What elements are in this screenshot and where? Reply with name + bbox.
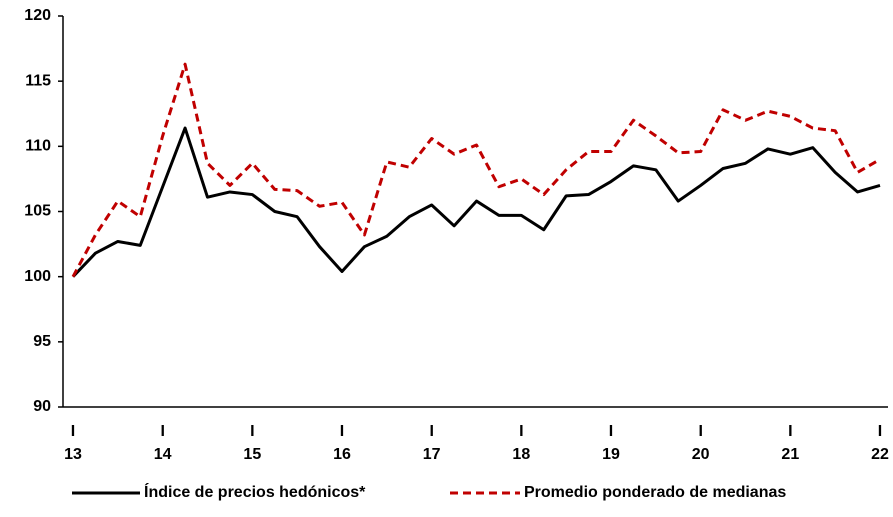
x-tick-label: I [250, 423, 254, 440]
x-tick-label: I [698, 423, 702, 440]
legend-label: Índice de precios hedónicos* [144, 482, 366, 501]
x-tick-label: I [788, 423, 792, 440]
series-line [71, 126, 881, 278]
y-tick-label: 100 [24, 268, 51, 285]
x-tick-label: 17 [423, 446, 441, 463]
x-tick-label: 22 [871, 446, 889, 463]
x-tick-label: I [71, 423, 75, 440]
series-line [71, 62, 881, 278]
y-tick-label: 95 [33, 333, 51, 350]
x-tick-label: 14 [154, 446, 172, 463]
legend-label: Promedio ponderado de medianas [524, 484, 786, 501]
y-tick-label: 110 [25, 138, 51, 155]
y-tick-label: 90 [33, 398, 51, 415]
y-tick-label: 120 [24, 7, 51, 24]
x-tick-label: 15 [243, 446, 261, 463]
x-tick-label: 18 [512, 446, 530, 463]
y-tick-label: 115 [25, 72, 51, 89]
x-tick-label: I [519, 423, 523, 440]
x-tick-label: 20 [692, 446, 710, 463]
x-tick-label: 19 [602, 446, 620, 463]
x-tick-label: I [609, 423, 613, 440]
x-tick-label: 13 [64, 446, 82, 463]
x-tick-label: 16 [333, 446, 351, 463]
x-tick-label: I [878, 423, 882, 440]
x-tick-label: I [340, 423, 344, 440]
x-tick-label: I [160, 423, 164, 440]
x-tick-label: 21 [781, 446, 799, 463]
x-tick-label: I [429, 423, 433, 440]
y-tick-label: 105 [24, 203, 51, 220]
